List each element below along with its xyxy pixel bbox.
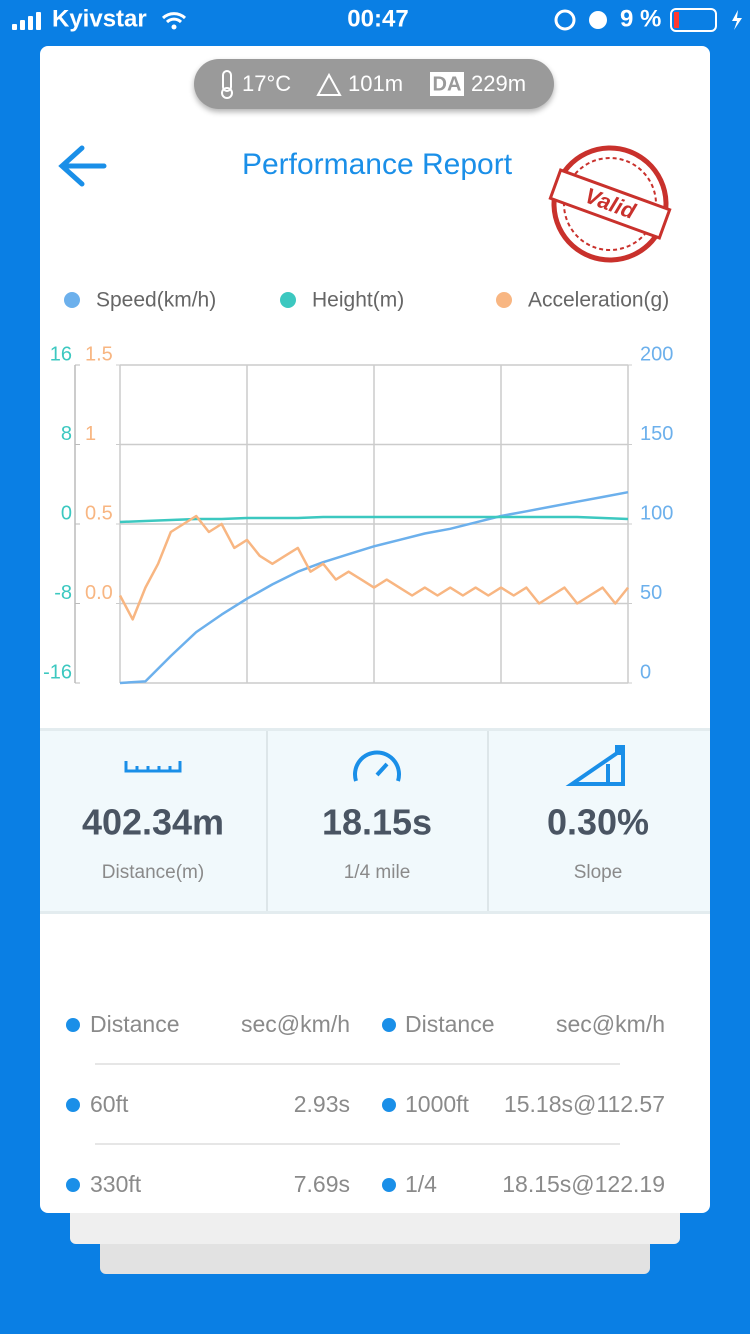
y3-tick-label: 1 — [85, 423, 96, 445]
y2-tick-label: 150 — [640, 423, 673, 445]
y-tick-label: 0 — [61, 502, 72, 524]
stat-value: 18.15s — [322, 802, 432, 843]
stats-panel: 402.34m Distance(m) 18.15s 1/4 mile 0.30% Slo… — [40, 728, 710, 914]
legend-marker — [496, 292, 512, 308]
y-tick-label: 8 — [61, 423, 72, 445]
row-bullet — [382, 1098, 396, 1112]
split-cell: sec@km/h — [556, 1011, 665, 1037]
legend-label: Acceleration(g) — [528, 289, 669, 312]
y3-tick-label: 1.5 — [85, 343, 113, 365]
splits-table: Distance sec@km/h Distance sec@km/h 60ft 2.93… — [66, 1011, 665, 1197]
alarm-icon — [589, 11, 607, 29]
split-cell: 2.93s — [294, 1091, 350, 1117]
stat-label: 1/4 mile — [344, 862, 411, 883]
stat-value: 0.30% — [547, 802, 649, 843]
row-bullet — [66, 1098, 80, 1112]
split-cell: 1/4 — [405, 1171, 437, 1197]
legend-marker — [64, 292, 80, 308]
gauge-icon — [353, 750, 401, 782]
carrier: Kyivstar — [52, 5, 147, 32]
row-bullet — [66, 1178, 80, 1192]
split-cell: 330ft — [90, 1171, 142, 1197]
legend-marker — [280, 292, 296, 308]
signal-icon — [12, 12, 41, 30]
y2-tick-label: 100 — [640, 502, 673, 524]
row-bullet — [66, 1018, 80, 1032]
legend-label: Speed(km/h) — [96, 289, 216, 312]
header: Performance Report Valid — [58, 145, 672, 263]
thermometer-icon — [222, 70, 232, 92]
split-cell: Distance — [405, 1011, 494, 1037]
lock-icon — [554, 9, 576, 31]
y-tick-label: -16 — [43, 661, 72, 683]
series-line — [119, 515, 629, 524]
y3-tick-label: 0.0 — [85, 582, 113, 604]
y2-tick-label: 200 — [640, 343, 673, 365]
status-bar: Kyivstar 00:47 9 % — [12, 5, 742, 32]
report-card: 17°C 101m DA 229m Performance Report Val… — [40, 46, 710, 1213]
row-bullet — [382, 1178, 396, 1192]
da-label: DA — [433, 73, 462, 95]
stat-label: Distance(m) — [102, 862, 204, 883]
battery-icon — [670, 8, 717, 32]
temperature: 17°C — [242, 71, 291, 96]
altitude: 101m — [348, 71, 403, 96]
battery-level — [674, 12, 679, 28]
series-line — [118, 514, 629, 621]
chart: Speed(km/h) Height(m) Acceleration(g) -16 -8… — [43, 289, 673, 685]
row-bullet — [382, 1018, 396, 1032]
split-cell: 18.15s@122.19 — [502, 1171, 665, 1197]
y-tick-label: -8 — [54, 582, 72, 604]
y2-tick-label: 0 — [640, 661, 651, 683]
gauge-needle — [375, 762, 389, 777]
ruler-icon — [124, 761, 182, 773]
thermometer-bulb — [221, 87, 233, 99]
split-cell: Distance — [90, 1011, 179, 1037]
stats: 402.34m Distance(m) 18.15s 1/4 mile 0.30% Slo… — [82, 731, 649, 911]
density-altitude: 229m — [471, 71, 526, 96]
stat-label: Slope — [574, 862, 623, 883]
clock: 00:47 — [347, 5, 408, 32]
stats-values: 402.34m Distance(m) 18.15s 1/4 mile 0.30% Slo… — [82, 802, 649, 884]
split-cell: 15.18s@112.57 — [504, 1091, 665, 1117]
split-cell: 7.69s — [294, 1171, 350, 1197]
split-cell: 1000ft — [405, 1091, 470, 1117]
slope-icon — [565, 745, 625, 786]
charging-icon — [732, 10, 742, 30]
series-line — [119, 490, 629, 685]
split-cell: 60ft — [90, 1091, 129, 1117]
title: Performance Report — [242, 148, 513, 181]
wifi-icon — [161, 12, 187, 24]
conditions-pill: 17°C 101m DA 229m — [194, 59, 554, 109]
legend-label: Height(m) — [312, 289, 404, 312]
battery-percent: 9 % — [620, 5, 661, 32]
back-button[interactable] — [58, 145, 107, 187]
slope-marker — [615, 745, 625, 755]
wifi-dot — [171, 24, 177, 30]
y2-tick-label: 50 — [640, 582, 662, 604]
y-tick-label: 16 — [50, 343, 72, 365]
mountain-icon — [316, 72, 342, 96]
da-badge — [430, 72, 464, 96]
conditions: 17°C 101m DA 229m — [221, 70, 526, 99]
y3-tick-label: 0.5 — [85, 502, 113, 524]
stat-value: 402.34m — [82, 802, 224, 843]
split-cell: sec@km/h — [241, 1011, 350, 1037]
